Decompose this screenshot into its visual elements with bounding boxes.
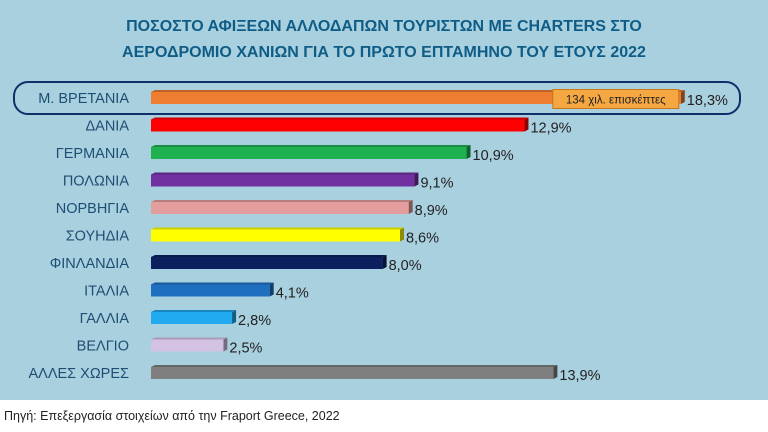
bar	[151, 202, 409, 214]
bar-group: Μ. ΒΡΕΤΑΝΙΑ 18,3%	[38, 90, 728, 109]
value-label: 10,9%	[473, 148, 514, 164]
category-label: ΝΟΡΒΗΓΙΑ	[56, 201, 130, 217]
bar-side	[399, 227, 404, 242]
bar-side	[524, 117, 529, 132]
bar-top	[151, 90, 685, 92]
value-label: 2,8%	[238, 313, 271, 329]
bar-group: ΝΟΡΒΗΓΙΑ 8,9%	[56, 200, 448, 219]
bar	[151, 312, 233, 324]
bar-side	[269, 282, 274, 297]
value-label: 18,3%	[687, 93, 728, 109]
value-label: 8,9%	[415, 203, 448, 219]
bar-group: ΔΑΝΙΑ 12,9%	[85, 117, 572, 137]
highlight-outline	[13, 81, 741, 115]
value-label: 13,9%	[559, 368, 600, 384]
bar-top	[151, 200, 413, 202]
bar-side	[414, 172, 419, 187]
bar-top	[151, 255, 387, 257]
category-label: ΙΤΑΛΙΑ	[84, 284, 129, 300]
bar-side	[466, 145, 471, 159]
bar	[151, 284, 270, 297]
bar-side	[232, 310, 237, 324]
bar-side	[553, 365, 558, 379]
annotation-label: 134 χιλ. επισκέπτες	[566, 95, 666, 107]
bar-side	[223, 337, 228, 352]
bar-group: ΦΙΝΛΑΝΔΙΑ 8,0%	[50, 255, 422, 274]
bar	[151, 229, 400, 242]
bar-top	[151, 117, 529, 120]
annotation-box	[552, 89, 680, 109]
value-label: 9,1%	[420, 176, 453, 192]
source-note: Πηγή: Επεξεργασία στοιχείων από την Frap…	[4, 409, 340, 423]
bar-top	[151, 227, 404, 230]
bar-top	[151, 172, 419, 175]
bar-side	[680, 90, 685, 104]
value-label: 12,9%	[530, 121, 571, 137]
bar	[151, 174, 415, 187]
value-label: 2,5%	[229, 341, 262, 357]
bar	[151, 257, 383, 269]
bar	[151, 367, 554, 379]
category-label: ΒΕΛΓΙΟ	[77, 339, 129, 355]
bar	[151, 92, 681, 104]
category-label: ΔΑΝΙΑ	[85, 119, 129, 135]
bar-group: ΑΛΛΕΣ ΧΩΡΕΣ 13,9%	[28, 365, 601, 384]
bar-top	[151, 282, 274, 285]
bar-top	[151, 145, 471, 147]
category-label: ΦΙΝΛΑΝΔΙΑ	[50, 256, 130, 272]
category-label: ΠΟΛΩΝΙΑ	[63, 174, 130, 190]
value-label: 4,1%	[276, 286, 309, 302]
bar-chart: ΠΟΣΟΣΤΟ ΑΦΙΞΕΩΝ ΑΛΛΟΔΑΠΩΝ ΤΟΥΡΙΣΤΩΝ ΜΕ C…	[13, 18, 741, 384]
bar-top	[151, 337, 228, 340]
value-label: 8,0%	[389, 258, 422, 274]
chart-title-line-2: ΑΕΡΟΔΡΟΜΙΟ ΧΑΝΙΩΝ ΓΙΑ ΤΟ ΠΡΩΤΟ ΕΠΤΑΜΗΝΟ …	[122, 44, 646, 61]
category-label: ΓΑΛΛΙΑ	[80, 311, 130, 327]
bar	[151, 147, 467, 159]
bar-group: ΒΕΛΓΙΟ 2,5%	[77, 337, 263, 357]
bar-group: ΓΑΛΛΙΑ 2,8%	[80, 310, 271, 329]
bar-top	[151, 310, 237, 312]
bar-side	[408, 200, 413, 214]
category-label: Μ. ΒΡΕΤΑΝΙΑ	[38, 91, 129, 107]
bar-group: ΙΤΑΛΙΑ 4,1%	[84, 282, 309, 302]
bar-side	[382, 255, 387, 269]
bars-layer: Μ. ΒΡΕΤΑΝΙΑ 18,3% 134 χιλ. επισκέπτες ΔΑΝΙΑ…	[13, 81, 741, 384]
category-label: ΓΕΡΜΑΝΙΑ	[56, 146, 130, 162]
value-label: 8,6%	[406, 231, 439, 247]
bar	[151, 339, 224, 352]
bar-group: ΓΕΡΜΑΝΙΑ 10,9%	[56, 145, 514, 164]
chart-title-line-1: ΠΟΣΟΣΤΟ ΑΦΙΞΕΩΝ ΑΛΛΟΔΑΠΩΝ ΤΟΥΡΙΣΤΩΝ ΜΕ C…	[126, 18, 642, 35]
bar	[151, 119, 525, 132]
bar-group: ΣΟΥΗΔΙΑ 8,6%	[66, 227, 439, 247]
category-label: ΣΟΥΗΔΙΑ	[66, 229, 130, 245]
chart-area: ΠΟΣΟΣΤΟ ΑΦΙΞΕΩΝ ΑΛΛΟΔΑΠΩΝ ΤΟΥΡΙΣΤΩΝ ΜΕ C…	[0, 0, 768, 400]
category-label: ΑΛΛΕΣ ΧΩΡΕΣ	[28, 366, 129, 382]
bar-top	[151, 365, 558, 367]
bar-group: ΠΟΛΩΝΙΑ 9,1%	[63, 172, 454, 192]
